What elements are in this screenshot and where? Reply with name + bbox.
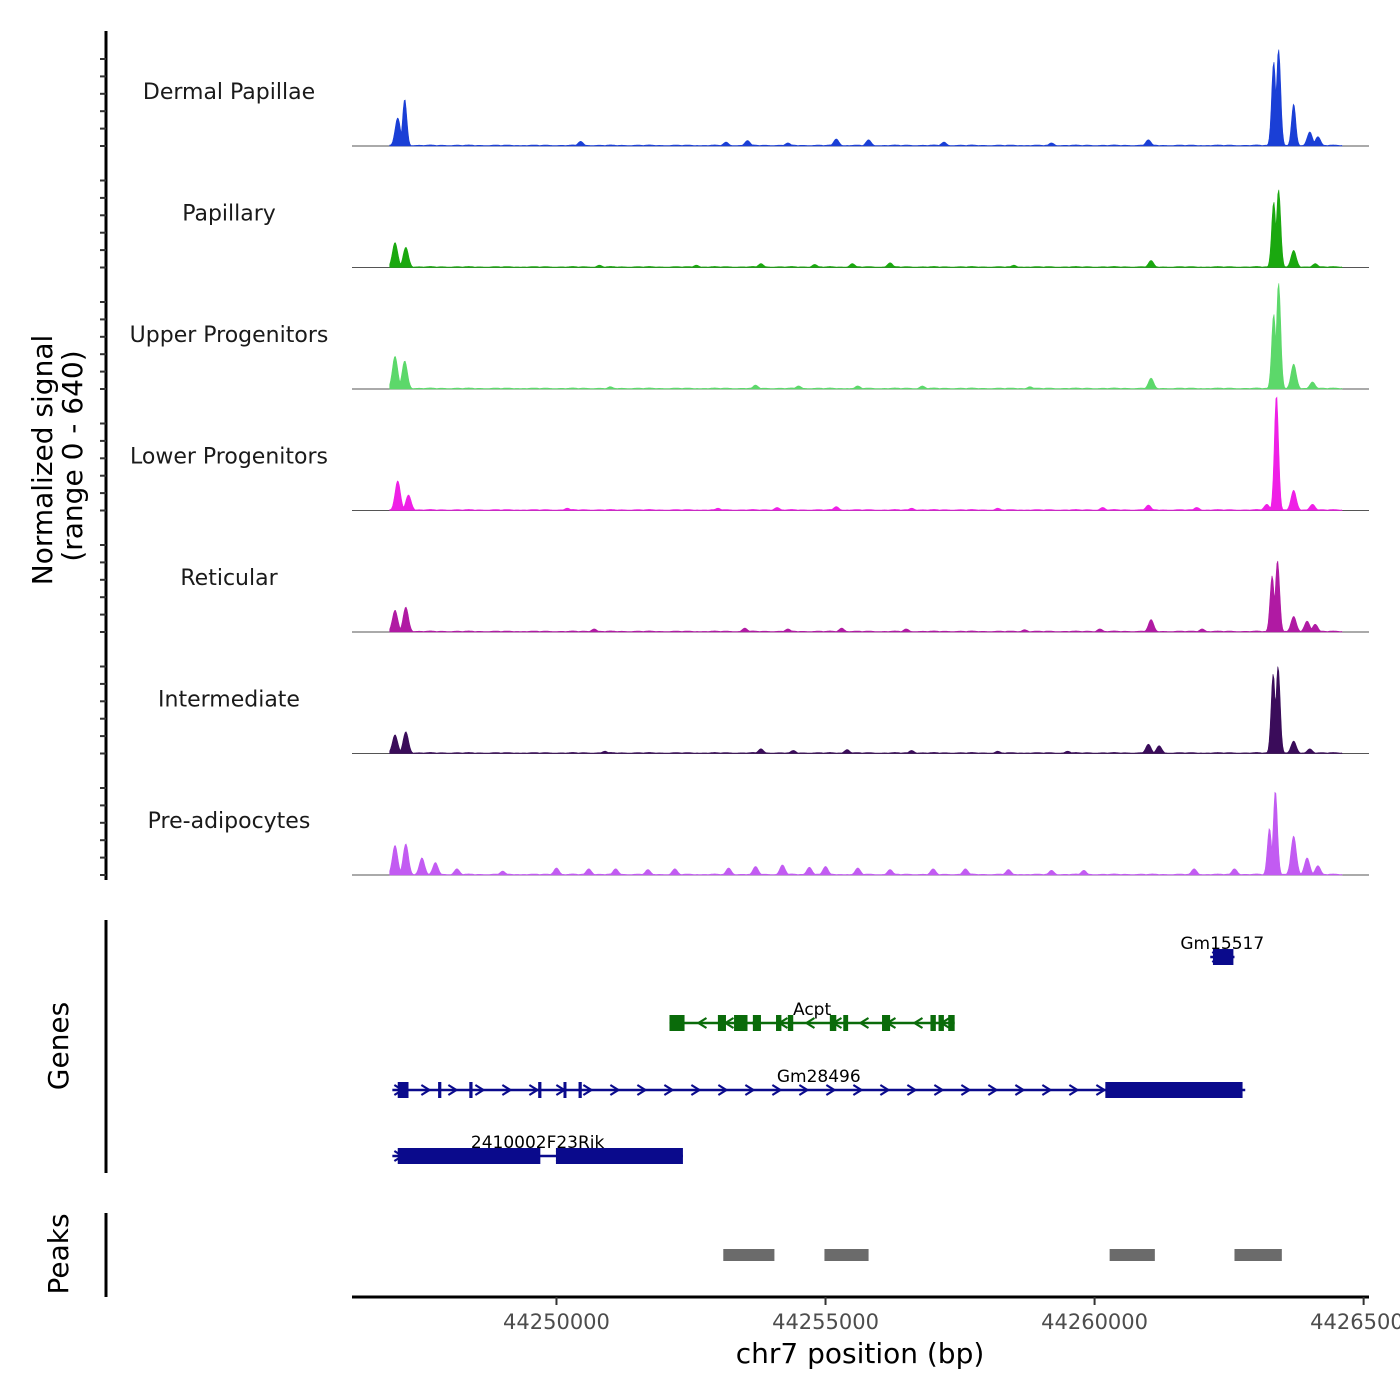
track-0: Dermal Papillae — [143, 49, 1369, 147]
strand-arrow — [906, 1084, 918, 1096]
strand-arrow — [933, 1084, 945, 1096]
gene-exon — [938, 1015, 944, 1031]
gene-2410002F23Rik: 2410002F23Rik — [392, 1133, 683, 1164]
coverage-area — [389, 666, 1343, 754]
track-label: Pre-adipocytes — [148, 809, 311, 834]
peak-region — [723, 1249, 775, 1261]
gene-Acpt: Acpt — [669, 1000, 955, 1031]
gene-exon — [1105, 1082, 1243, 1098]
gene-Gm15517: Gm15517 — [1180, 934, 1264, 965]
genes-track-label: Genes — [42, 1002, 75, 1090]
strand-arrow — [696, 1017, 708, 1029]
gene-exon — [555, 1148, 683, 1164]
gene-exon — [882, 1015, 891, 1031]
y-axis-title-line2: (range 0 - 640) — [56, 350, 89, 561]
gene-exon — [948, 1015, 955, 1031]
signal-y-axis — [100, 31, 108, 880]
gene-exon — [397, 1148, 541, 1164]
track-5: Intermediate — [158, 666, 1369, 754]
track-4: Reticular — [180, 560, 1369, 633]
gene-exon — [829, 1015, 837, 1031]
gene-exon — [717, 1015, 726, 1031]
gene-label: Gm15517 — [1180, 934, 1264, 954]
track-2: Upper Progenitors — [130, 283, 1369, 390]
coverage-area — [389, 49, 1343, 147]
strand-arrow — [771, 1084, 783, 1096]
strand-arrow — [1095, 1084, 1107, 1096]
x-tick-label: 44260000 — [1041, 1310, 1148, 1334]
gene-label: Gm28496 — [777, 1067, 861, 1087]
gene-exon — [578, 1082, 582, 1098]
strand-arrow — [717, 1084, 729, 1096]
strand-arrow — [690, 1084, 702, 1096]
strand-arrow — [744, 1084, 756, 1096]
x-axis-ticks: 44250000 44255000 44260000 44265000 — [503, 1297, 1400, 1334]
peak-region — [1109, 1249, 1155, 1261]
strand-arrow — [1014, 1084, 1026, 1096]
strand-arrow — [663, 1084, 675, 1096]
strand-arrow — [912, 1017, 924, 1029]
strand-arrow — [852, 1084, 864, 1096]
strand-arrow — [501, 1084, 513, 1096]
coverage-area — [389, 189, 1343, 268]
gene-exon — [1212, 949, 1234, 965]
gene-exon — [563, 1082, 567, 1098]
peak-region — [824, 1249, 869, 1261]
track-label: Reticular — [180, 566, 278, 591]
strand-arrow — [987, 1084, 999, 1096]
strand-arrow — [528, 1084, 540, 1096]
strand-arrow — [609, 1084, 621, 1096]
strand-arrow — [1041, 1084, 1053, 1096]
coverage-area — [389, 560, 1343, 633]
strand-arrow — [879, 1084, 891, 1096]
strand-arrow — [960, 1084, 972, 1096]
peak-regions — [723, 1249, 1282, 1261]
track-1: Papillary — [182, 189, 1369, 268]
gene-exon — [734, 1015, 748, 1031]
signal-tracks: Dermal Papillae Papillary Upper Progenitor… — [130, 49, 1369, 876]
track-label: Papillary — [182, 202, 276, 227]
gene-label: Acpt — [793, 1000, 831, 1020]
track-label: Intermediate — [158, 688, 300, 713]
gene-exon — [397, 1082, 409, 1098]
gene-annotations: Gm15517 Acpt Gm28496 2410002F23Rik — [392, 934, 1264, 1164]
gene-exon — [538, 1082, 542, 1098]
y-axis-title-line1: Normalized signal — [26, 335, 59, 586]
coverage-area — [389, 791, 1343, 876]
track-label: Lower Progenitors — [130, 445, 328, 470]
gene-exon — [776, 1015, 782, 1031]
peak-region — [1234, 1249, 1282, 1261]
strand-arrow — [798, 1084, 810, 1096]
gene-exon — [669, 1015, 685, 1031]
x-axis-title: chr7 position (bp) — [736, 1337, 985, 1370]
gene-exon — [843, 1015, 849, 1031]
strand-arrow — [804, 1017, 816, 1029]
strand-arrow — [447, 1084, 459, 1096]
strand-arrow — [1068, 1084, 1080, 1096]
gene-exon — [469, 1082, 473, 1098]
coverage-area — [389, 396, 1343, 511]
track-label: Dermal Papillae — [143, 80, 315, 105]
strand-arrow — [474, 1084, 486, 1096]
x-tick-label: 44265000 — [1310, 1310, 1400, 1334]
gene-Gm28496: Gm28496 — [392, 1067, 1246, 1098]
gene-exon — [930, 1015, 936, 1031]
peaks-track-label: Peaks — [42, 1213, 75, 1294]
track-3: Lower Progenitors — [130, 396, 1369, 511]
track-6: Pre-adipocytes — [148, 791, 1369, 876]
strand-arrow — [858, 1017, 870, 1029]
strand-arrow — [636, 1084, 648, 1096]
strand-arrow — [582, 1084, 594, 1096]
x-tick-label: 44250000 — [503, 1310, 610, 1334]
gene-exon — [438, 1082, 442, 1098]
track-label: Upper Progenitors — [130, 323, 329, 348]
x-tick-label: 44255000 — [772, 1310, 879, 1334]
gene-exon — [787, 1015, 794, 1031]
strand-arrow — [825, 1084, 837, 1096]
gene-exon — [752, 1015, 761, 1031]
gene-label: 2410002F23Rik — [471, 1133, 605, 1153]
strand-arrow — [420, 1084, 432, 1096]
coverage-area — [389, 283, 1343, 390]
